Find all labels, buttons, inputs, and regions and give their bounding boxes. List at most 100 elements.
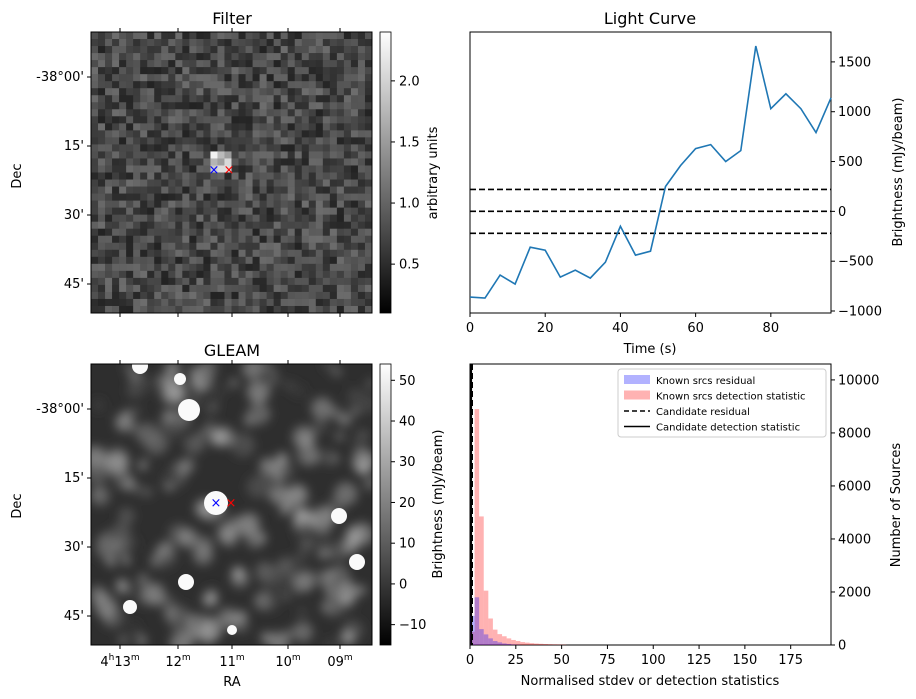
filter-pixel	[189, 67, 197, 75]
filter-pixel	[329, 207, 338, 215]
filter-pixel	[175, 144, 183, 152]
filter-pixel	[217, 109, 225, 117]
filter-pixel	[140, 144, 148, 152]
filter-pixel	[182, 207, 190, 215]
filter-pixel	[336, 53, 345, 61]
filter-pixel	[217, 221, 225, 230]
filter-pixel	[196, 158, 204, 166]
filter-pixel	[252, 130, 260, 138]
filter-pixel	[364, 88, 373, 96]
filter-pixel	[273, 95, 281, 103]
filter-pixel	[329, 242, 338, 251]
filter-pixel	[182, 144, 190, 152]
filter-pixel	[196, 60, 204, 68]
filter-pixel	[119, 116, 127, 124]
filter-pixel	[294, 74, 303, 82]
gleam-texture-blob	[335, 431, 345, 441]
filter-pixel	[350, 165, 359, 173]
filter-pixel	[161, 200, 169, 208]
filter-pixel	[98, 179, 106, 187]
filter-pixel	[252, 53, 260, 61]
filter-pixel	[315, 116, 324, 124]
filter-pixel	[301, 32, 310, 40]
filter-pixel	[182, 95, 190, 103]
filter-pixel	[287, 81, 296, 89]
filter-pixel	[336, 151, 345, 159]
filter-pixel	[203, 137, 211, 145]
filter-pixel	[294, 235, 303, 244]
filter-pixel	[252, 165, 260, 173]
filter-pixel	[133, 102, 141, 110]
filter-pixel	[224, 137, 232, 145]
colorbar-tick-label: −10	[399, 618, 426, 633]
filter-pixel	[210, 102, 218, 110]
filter-pixel	[224, 305, 232, 314]
filter-pixel	[189, 277, 197, 286]
filter-pixel	[364, 81, 373, 89]
filter-pixel	[280, 200, 289, 208]
gleam-texture-blob	[128, 621, 141, 634]
filter-pixel	[168, 81, 176, 89]
filter-pixel	[350, 81, 359, 89]
gleam-texture-blob	[292, 621, 313, 643]
filter-pixel	[203, 151, 211, 159]
filter-pixel	[231, 298, 239, 307]
filter-pixel	[189, 88, 197, 96]
filter-pixel	[217, 39, 225, 47]
filter-pixel	[308, 137, 317, 145]
filter-pixel	[161, 81, 169, 89]
filter-pixel	[301, 46, 310, 54]
filter-pixel	[245, 193, 253, 201]
x-tick-label: 0	[466, 653, 474, 668]
filter-pixel	[259, 144, 267, 152]
filter-pixel	[280, 60, 289, 68]
filter-pixel	[189, 221, 197, 230]
filter-pixel	[168, 158, 176, 166]
filter-pixel	[140, 186, 148, 194]
dec-tick-label: 45'	[64, 277, 84, 292]
filter-pixel	[210, 200, 218, 208]
filter-pixel	[336, 74, 345, 82]
filter-pixel	[189, 74, 197, 82]
filter-pixel	[280, 291, 289, 300]
filter-pixel	[147, 193, 155, 201]
filter-pixel	[322, 186, 331, 194]
filter-pixel	[252, 207, 260, 215]
filter-pixel	[259, 74, 267, 82]
filter-pixel	[364, 102, 373, 110]
filter-pixel	[105, 81, 113, 89]
filter-pixel	[322, 179, 331, 187]
filter-pixel	[217, 186, 225, 194]
filter-pixel	[210, 32, 218, 40]
filter-pixel	[147, 298, 155, 307]
filter-pixel	[287, 291, 296, 300]
filter-pixel	[224, 284, 232, 293]
filter-pixel	[322, 263, 331, 272]
filter-pixel	[343, 53, 352, 61]
filter-pixel	[161, 186, 169, 194]
ra-tick-label: 4h13m	[100, 653, 139, 670]
filter-pixel	[189, 305, 197, 314]
filter-pixel	[294, 200, 303, 208]
filter-pixel	[119, 137, 127, 145]
filter-pixel	[322, 284, 331, 293]
filter-pixel	[210, 123, 218, 131]
gleam-texture-blob	[136, 635, 147, 645]
filter-pixel	[147, 172, 155, 180]
gleam-texture-blob	[286, 484, 308, 506]
filter-pixel	[259, 305, 267, 314]
dec-tick-label: -38°00'	[36, 70, 84, 85]
filter-pixel	[245, 130, 253, 138]
filter-pixel	[294, 116, 303, 124]
filter-pixel	[294, 81, 303, 89]
filter-pixel	[112, 298, 120, 307]
filter-pixel	[105, 88, 113, 96]
filter-pixel	[140, 74, 148, 82]
filter-pixel	[147, 186, 155, 194]
filter-pixel	[308, 32, 317, 40]
filter-pixel	[154, 249, 162, 258]
filter-pixel	[231, 193, 239, 201]
filter-pixel	[357, 116, 366, 124]
filter-pixel	[140, 39, 148, 47]
filter-pixel	[280, 151, 289, 159]
